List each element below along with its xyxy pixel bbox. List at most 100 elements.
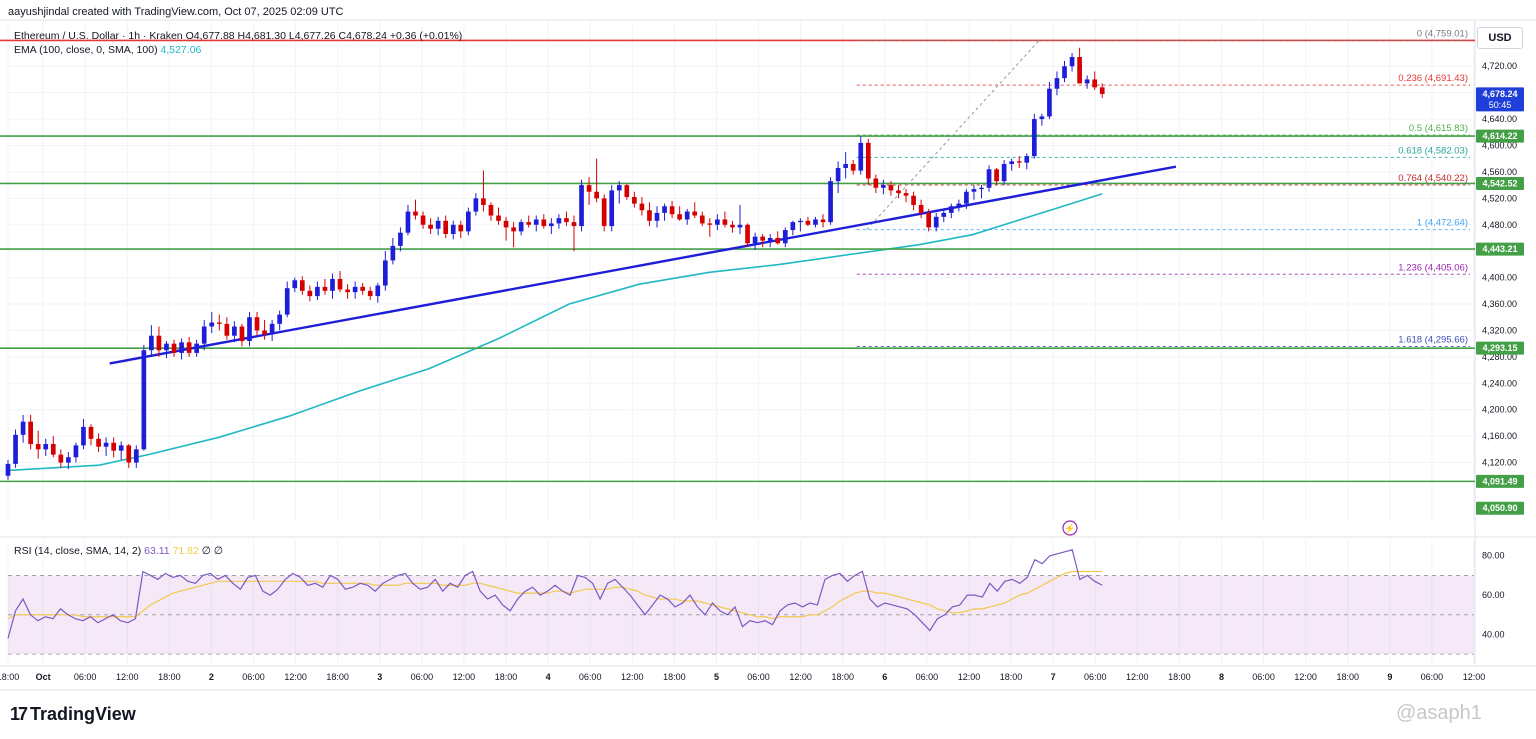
price-badge-label: 4,050.90 [1482, 503, 1517, 513]
time-tick-label: 06:00 [579, 672, 602, 682]
candle-body [307, 290, 313, 297]
candle-body [1099, 87, 1105, 94]
candle-body [133, 449, 139, 463]
time-tick-label: 12:00 [284, 672, 307, 682]
candle-body [58, 454, 64, 463]
time-tick-label: 06:00 [1084, 672, 1107, 682]
price-badge-bg [1476, 87, 1524, 112]
candle-body [126, 445, 132, 463]
symbol-ohlc-legend[interactable]: Ethereum / U.S. Dollar · 1h · Kraken O4,… [14, 30, 462, 42]
candle-body [216, 322, 222, 324]
candle-body [232, 326, 237, 336]
candle-body [1031, 119, 1037, 157]
candle-body [239, 326, 245, 342]
price-badge: 4,091.49 [1476, 474, 1524, 488]
candle-body [564, 218, 569, 223]
candle-body [609, 190, 615, 227]
price-tick-label: 4,400.00 [1482, 273, 1517, 283]
candle-body [262, 330, 267, 335]
candle-body [647, 210, 652, 221]
time-axis: 18:00 Oct 06:00 12:00 18:00 2 06:00 12:00 18:00 3… [0, 672, 1485, 682]
candle-body [730, 224, 735, 228]
candle-body [805, 220, 811, 225]
candle-body [881, 185, 886, 188]
candle-body [1016, 161, 1022, 163]
candle-body [209, 322, 215, 327]
fib-level-label: 0.618 (4,582.03) [1398, 145, 1468, 156]
time-tick-label: 18:00 [0, 672, 19, 682]
candle-body [873, 178, 879, 188]
candle-body [896, 190, 901, 194]
time-tick-label: 18:00 [663, 672, 686, 682]
candle-body [692, 211, 698, 216]
tradingview-logo[interactable]: 17 TradingView [10, 704, 136, 725]
time-tick-label: Oct [36, 672, 51, 682]
symbol-title: Ethereum / U.S. Dollar · 1h · Kraken [14, 30, 183, 42]
candle-body [964, 191, 969, 204]
candle-body [1069, 56, 1075, 67]
time-tick-label: 3 [377, 672, 382, 682]
candle-body [594, 191, 599, 199]
candle-body [933, 216, 939, 228]
candle-body [767, 237, 773, 241]
price-badge-label: 4,614.22 [1482, 131, 1517, 141]
fib-level-label: 1.236 (4,405.06) [1398, 262, 1468, 273]
candle-body [465, 211, 471, 232]
price-tick-label: 4,120.00 [1482, 458, 1517, 468]
candle-body [458, 224, 464, 232]
candle-body [654, 212, 660, 221]
price-badge-bg [1476, 341, 1524, 355]
ema-legend[interactable]: EMA (100, close, 0, SMA, 100) 4,527.06 [14, 44, 201, 56]
candle-body [616, 185, 622, 191]
candle-body [1009, 161, 1015, 164]
price-badge-label: 4,091.49 [1482, 476, 1517, 486]
candle-body [149, 335, 154, 351]
candle-body [66, 457, 71, 463]
candle-body [28, 421, 33, 445]
time-tick-label: 5 [714, 672, 719, 682]
candle-body [503, 220, 509, 228]
candle-body [677, 214, 682, 220]
ohlc-values: O4,677.88 H4,681.30 L4,677.26 C4,678.24 … [185, 30, 463, 42]
candle-body [579, 185, 584, 227]
candle-body [926, 212, 932, 228]
creator-caption: aayushjindal created with TradingView.co… [8, 6, 344, 18]
candle-body [103, 442, 109, 447]
rsi-legend[interactable]: RSI (14, close, SMA, 14, 2) 63.11 71.82 … [14, 545, 223, 557]
currency-button[interactable]: USD [1477, 27, 1523, 49]
alert-icon-glyph: ⚡ [1064, 523, 1075, 535]
candle-body [164, 343, 169, 351]
price-badge-label: 4,678.24 [1482, 89, 1517, 99]
price-tick-label: 4,520.00 [1482, 193, 1517, 203]
time-tick-label: 12:00 [453, 672, 476, 682]
time-tick-label: 9 [1387, 672, 1392, 682]
candle-body [745, 224, 750, 244]
candle-body [760, 236, 765, 241]
candle-body [405, 211, 411, 233]
candle-body [775, 237, 781, 244]
rsi-tick-label: 80.00 [1482, 551, 1505, 561]
price-badge: 4,542.52 [1476, 176, 1524, 190]
candle-body [707, 223, 713, 225]
candle-body [1001, 163, 1007, 182]
candle-body [782, 230, 788, 244]
time-tick-label: 12:00 [789, 672, 812, 682]
candle-body [179, 342, 184, 353]
time-tick-label: 18:00 [831, 672, 854, 682]
candle-body [111, 442, 116, 451]
alert-icon-circle [1062, 520, 1078, 536]
rsi-band [8, 575, 1474, 655]
candle-body [20, 421, 26, 435]
candle-body [345, 289, 350, 293]
rsi-label: RSI (14, close, SMA, 14, 2) [14, 545, 142, 557]
fib-level-label: 0.236 (4,691.43) [1398, 73, 1468, 84]
time-tick-label: 12:00 [1294, 672, 1317, 682]
candle-body [684, 211, 690, 220]
candle-body [43, 444, 49, 450]
candle-body [865, 142, 871, 179]
price-tick-label: 4,240.00 [1482, 378, 1517, 388]
candle-body [118, 445, 124, 451]
candle-body [5, 463, 11, 476]
price-tick-label: 4,160.00 [1482, 431, 1517, 441]
